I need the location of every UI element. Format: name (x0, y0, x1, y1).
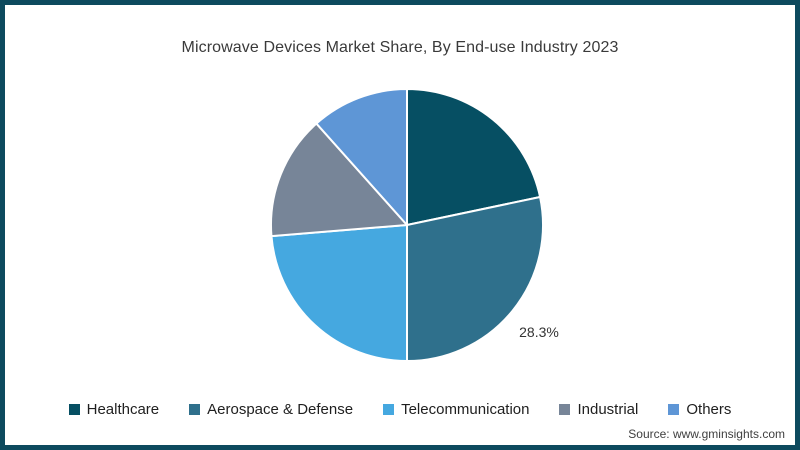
legend-item-telecommunication: Telecommunication (383, 401, 529, 418)
pie-slice-telecommunication (270, 224, 408, 362)
pie-slice-others (315, 88, 408, 226)
chart-title: Microwave Devices Market Share, By End-u… (181, 39, 619, 56)
source-attribution: Source: www.gminsights.com (628, 427, 785, 441)
legend-label: Others (686, 401, 732, 418)
legend-item-industrial: Industrial (559, 401, 638, 418)
legend-swatch (668, 404, 680, 415)
legend-label: Telecommunication (401, 401, 530, 418)
legend-swatch (559, 404, 571, 415)
slice-data-label: 28.3% (519, 324, 559, 340)
pie-chart: 28.3% (270, 88, 559, 362)
legend: Healthcare Aerospace & Defense Telecommuni… (5, 401, 795, 418)
legend-label: Industrial (577, 401, 639, 418)
legend-item-aerospace-defense: Aerospace & Defense (189, 401, 353, 418)
legend-item-others: Others (668, 401, 731, 418)
legend-swatch (383, 404, 395, 415)
legend-swatch (189, 404, 201, 415)
pie-slice-healthcare (406, 88, 542, 226)
legend-label: Aerospace & Defense (207, 401, 354, 418)
pie-slice-aerospace-defense (406, 196, 545, 362)
pie-slice-industrial (270, 122, 408, 238)
legend-item-healthcare: Healthcare (68, 401, 160, 418)
legend-swatch (68, 404, 80, 415)
legend-label: Healthcare (86, 401, 160, 418)
